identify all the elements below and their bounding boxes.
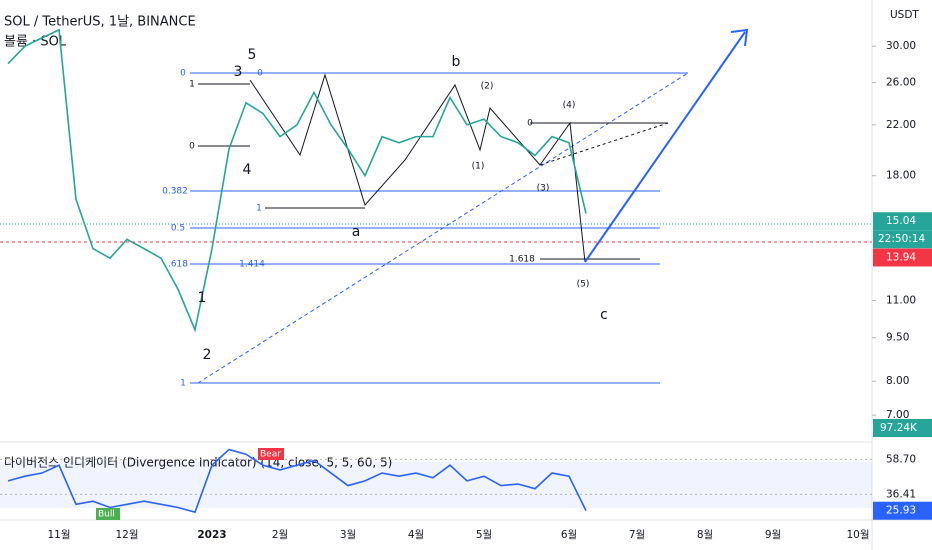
annotation: b [452,54,461,70]
annotation: 0 [189,142,195,152]
symbol-title: SOL / TetherUS, 1날, BINANCE [4,15,196,30]
indicator-last-bg [873,501,932,520]
countdown: 22:50:14 [878,233,925,245]
trend-line [539,122,669,166]
annotation: 1.414 [239,260,265,270]
y-tick-label: 30.00 [886,40,916,52]
annotation: 3 [234,64,243,80]
y-tick-label: 8.00 [886,375,909,387]
x-tick-label: 6월 [561,529,577,541]
trend-line [197,72,689,384]
annotation: (3) [537,184,550,194]
annotation: 1 [198,290,207,306]
bear-tag: Bear [260,450,281,460]
bear-tag-bg [258,448,284,460]
alert-price: 13.94 [886,251,916,263]
x-tick-label: 10월 [846,529,869,541]
arrow-head [730,28,749,47]
last-price-bg [873,212,932,231]
annotation: 0 [527,119,533,129]
indicator-tick-label: 58.70 [886,453,916,465]
last-price: 15.04 [886,215,916,227]
wave-path [249,73,586,263]
annotation: (2) [481,82,494,92]
annotation: a [352,224,361,240]
x-tick-label: 4월 [408,529,424,541]
bull-tag: Bull [98,510,115,520]
alert-price-bg [873,248,932,267]
x-tick-label: 5월 [476,529,492,541]
annotation: .618 [168,260,188,270]
x-tick-label: 3월 [340,529,356,541]
y-tick-label: 18.00 [886,170,916,182]
annotation: (5) [577,280,590,290]
annotation: 2 [203,347,212,363]
annotation: 1 [189,80,195,90]
annotation: 0.382 [162,187,188,197]
x-tick-label: 11월 [47,529,70,541]
annotation: 1 [256,204,262,214]
bull-tag-bg [96,508,120,520]
price-line [7,28,587,333]
annotation: (1) [472,162,485,172]
drawings [0,28,872,384]
y-tick-label: 22.00 [886,119,916,131]
annotation: 1.618 [509,255,535,265]
indicator-band [0,462,872,508]
indicator-tick-label: 36.41 [886,488,916,500]
x-tick-label: 8월 [697,529,713,541]
projection-arrow [584,31,746,263]
annotation: c [600,307,608,323]
x-tick-label: 2023 [197,529,226,541]
annotation: (4) [563,101,576,111]
indicator-title: 다이버전스 인디케이터 (Divergence Indicator) (14, … [4,456,392,470]
volume-badge-bg [873,419,932,437]
annotation: 5 [248,47,257,63]
countdown-bg [873,230,932,249]
annotation: 0 [257,69,263,79]
x-tick-label: 7월 [629,529,645,541]
y-tick-label: 7.00 [886,409,909,421]
y-tick-label: 9.50 [886,332,909,344]
indicator-last: 25.93 [886,505,916,517]
x-tick-label: 2월 [272,529,288,541]
annotation: 4 [243,162,252,178]
annotation: 0.5 [171,224,185,234]
y-tick-label: 26.00 [886,76,916,88]
x-tick-label: 9월 [765,529,781,541]
annotation: 0 [180,69,186,79]
indicator-line [7,448,587,514]
x-tick-label: 12월 [115,529,138,541]
y-tick-label: 11.00 [886,295,916,307]
volume-badge: 97.24K [880,422,918,434]
annotation: 1 [180,379,186,389]
unit-label: USDT [890,9,919,21]
